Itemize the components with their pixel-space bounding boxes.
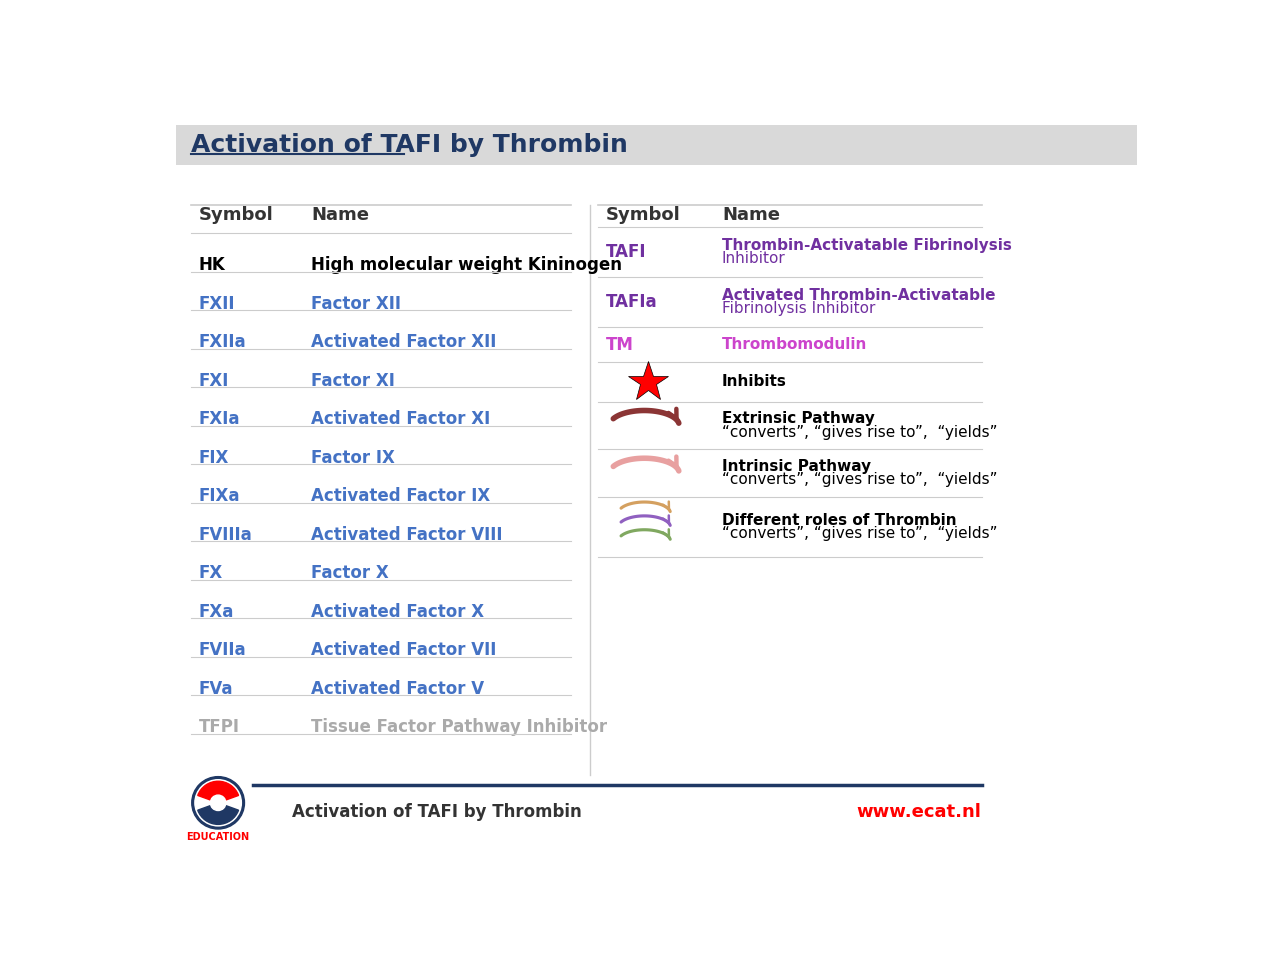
Text: FIXa: FIXa: [198, 488, 241, 505]
Text: Symbol: Symbol: [198, 206, 274, 225]
Text: FXI: FXI: [198, 372, 229, 390]
Text: Activation of TAFI by Thrombin: Activation of TAFI by Thrombin: [292, 804, 581, 821]
Text: Fibrinolysis Inhibitor: Fibrinolysis Inhibitor: [722, 301, 876, 317]
Text: Name: Name: [311, 206, 369, 225]
Circle shape: [210, 795, 225, 810]
Text: Thrombin-Activatable Fibrinolysis: Thrombin-Activatable Fibrinolysis: [722, 238, 1011, 253]
Text: Activated Factor VII: Activated Factor VII: [311, 641, 497, 660]
Text: Inhibits: Inhibits: [722, 374, 787, 389]
Text: Activated Factor XI: Activated Factor XI: [311, 410, 490, 428]
Text: Inhibitor: Inhibitor: [722, 252, 786, 266]
Text: Intrinsic Pathway: Intrinsic Pathway: [722, 459, 870, 474]
Text: Factor X: Factor X: [311, 564, 389, 583]
Text: Factor XII: Factor XII: [311, 295, 401, 313]
Text: “converts”, “gives rise to”,  “yields”: “converts”, “gives rise to”, “yields”: [722, 472, 997, 488]
Circle shape: [195, 780, 242, 826]
Text: TFPI: TFPI: [198, 718, 239, 736]
Text: Activated Factor X: Activated Factor X: [311, 603, 484, 621]
Text: FXII: FXII: [198, 295, 236, 313]
Text: FXa: FXa: [198, 603, 234, 621]
Text: EDUCATION: EDUCATION: [187, 832, 250, 843]
Text: www.ecat.nl: www.ecat.nl: [856, 804, 982, 821]
Text: Activation of TAFI by Thrombin: Activation of TAFI by Thrombin: [191, 133, 628, 157]
Text: FVa: FVa: [198, 680, 233, 698]
Text: FVIIa: FVIIa: [198, 641, 246, 660]
Text: Activated Thrombin-Activatable: Activated Thrombin-Activatable: [722, 288, 996, 303]
Text: Activated Factor VIII: Activated Factor VIII: [311, 526, 503, 544]
Text: Factor IX: Factor IX: [311, 449, 396, 467]
Text: Factor XI: Factor XI: [311, 372, 396, 390]
Text: “converts”, “gives rise to”,  “yields”: “converts”, “gives rise to”, “yields”: [722, 526, 997, 541]
Text: Activated Factor XII: Activated Factor XII: [311, 333, 497, 351]
Text: HK: HK: [198, 256, 225, 275]
Wedge shape: [197, 803, 238, 825]
Text: Different roles of Thrombin: Different roles of Thrombin: [722, 513, 956, 528]
Text: FXIa: FXIa: [198, 410, 241, 428]
Text: Activated Factor IX: Activated Factor IX: [311, 488, 490, 505]
Text: Activated Factor V: Activated Factor V: [311, 680, 484, 698]
Text: Thrombomodulin: Thrombomodulin: [722, 337, 868, 352]
Text: FXIIa: FXIIa: [198, 333, 246, 351]
Text: Symbol: Symbol: [605, 206, 681, 225]
Text: TAFI: TAFI: [605, 243, 646, 261]
Text: TAFIa: TAFIa: [605, 294, 657, 311]
Wedge shape: [197, 781, 238, 803]
Text: FVIIIa: FVIIIa: [198, 526, 252, 544]
Circle shape: [192, 777, 244, 829]
Text: High molecular weight Kininogen: High molecular weight Kininogen: [311, 256, 622, 275]
Text: Tissue Factor Pathway Inhibitor: Tissue Factor Pathway Inhibitor: [311, 718, 607, 736]
Text: TM: TM: [605, 336, 634, 353]
Text: FX: FX: [198, 564, 223, 583]
Text: Name: Name: [722, 206, 780, 225]
Text: “converts”, “gives rise to”,  “yields”: “converts”, “gives rise to”, “yields”: [722, 424, 997, 440]
Text: Extrinsic Pathway: Extrinsic Pathway: [722, 412, 874, 426]
FancyBboxPatch shape: [175, 125, 1137, 165]
Text: FIX: FIX: [198, 449, 229, 467]
